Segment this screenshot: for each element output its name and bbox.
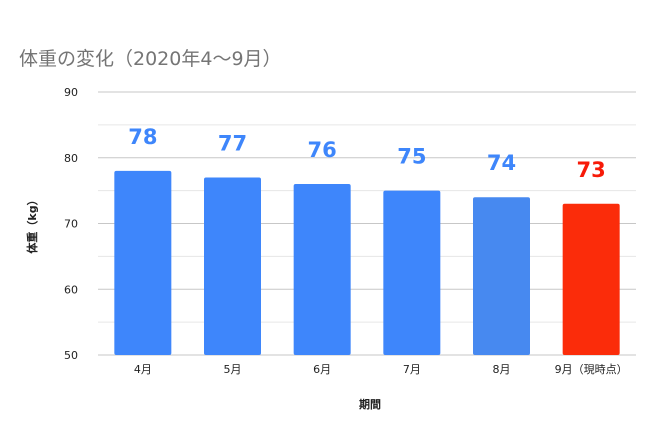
data-label: 73 <box>577 158 606 182</box>
y-tick-label: 80 <box>64 152 78 165</box>
y-tick-label: 60 <box>64 283 78 296</box>
data-label: 76 <box>308 138 337 162</box>
data-label: 75 <box>397 145 426 169</box>
bar <box>293 184 351 355</box>
x-tick-label: 5月 <box>224 363 242 376</box>
bar <box>114 170 172 355</box>
y-tick-label: 70 <box>64 218 78 231</box>
bar <box>562 203 620 355</box>
x-tick-label: 8月 <box>493 363 511 376</box>
x-tick-label: 4月 <box>134 363 152 376</box>
x-tick-label: 7月 <box>403 363 421 376</box>
data-label: 77 <box>218 131 247 155</box>
x-tick-label: 6月 <box>313 363 331 376</box>
data-label: 74 <box>487 151 516 175</box>
bar <box>473 197 530 355</box>
bar <box>204 177 261 355</box>
y-axis-title: 体重（kg） <box>25 194 39 253</box>
x-axis-title: 期間 <box>359 397 381 411</box>
data-label: 78 <box>128 125 157 149</box>
chart-title: 体重の変化（2020年4〜9月） <box>19 48 282 70</box>
x-tick-label: 9月（現時点） <box>555 363 628 376</box>
y-tick-label: 90 <box>64 86 78 99</box>
y-tick-label: 50 <box>64 349 78 362</box>
bar <box>383 190 441 355</box>
